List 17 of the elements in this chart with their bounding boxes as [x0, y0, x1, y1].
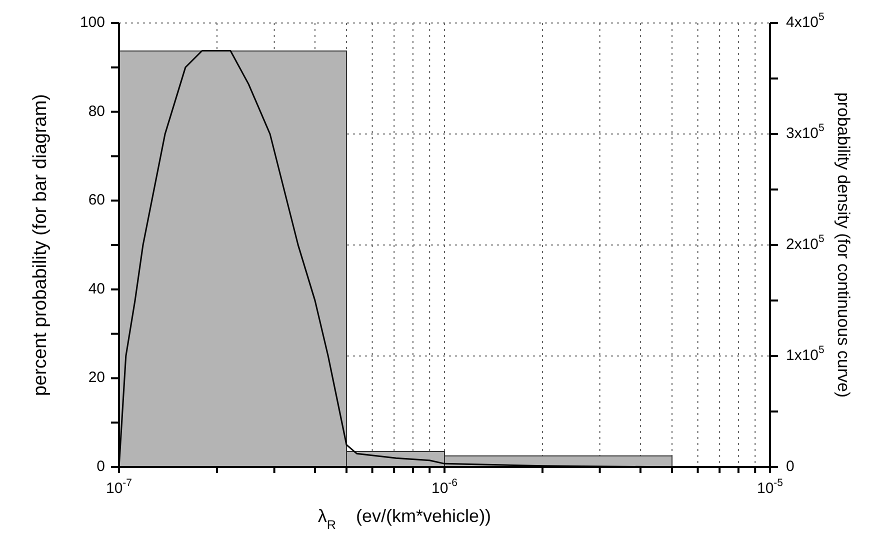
y-tick-label: 80: [88, 102, 105, 120]
y2-axis-title: probability density (for continuous curve): [834, 92, 853, 398]
x-tick-label: 10$^{-7}$: [106, 476, 132, 497]
x-tick-label: 10$^{-5}$: [756, 476, 784, 497]
y-tick-label: 60: [88, 192, 105, 209]
x-tick-label: 10$^{-6}$: [431, 476, 458, 497]
y-axis-title: percent probability (for bar diagram): [30, 94, 51, 396]
text: λ$_{R}$ (ev/(km*vehicle)): [318, 506, 492, 532]
y2-tick-label: 1x10$^{5}$: [786, 344, 825, 364]
y-tick-label: 0: [96, 458, 105, 475]
y2-tick-label: 4x10$^{5}$: [786, 10, 825, 31]
y2-tick-label: 0: [786, 458, 794, 475]
y-tick-label: 40: [88, 280, 105, 298]
y-tick-label: 20: [88, 369, 105, 386]
y2-tick-label: 3x10$^{5}$: [786, 122, 825, 142]
y2-tick-label: 2x10$^{5}$: [786, 232, 825, 253]
y-tick-label: 100: [80, 14, 105, 31]
